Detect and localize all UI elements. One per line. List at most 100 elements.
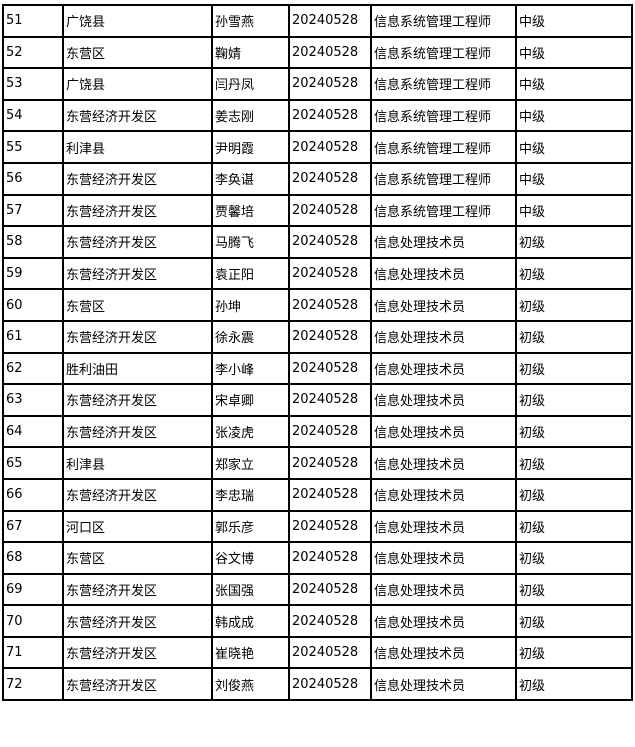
cell-row-number: 57 [2,193,64,228]
table-row: 69 东营经济开发区 张国强 20240528 信息处理技术员 初级 [2,572,633,607]
cell-level: 初级 [515,446,633,480]
table-row: 62 胜利油田 李小峰 20240528 信息处理技术员 初级 [2,351,633,386]
cell-region: 河口区 [62,509,213,544]
cell-date: 20240528 [288,288,372,322]
cell-date: 20240528 [288,509,372,544]
cell-name: 李忠瑞 [211,477,290,512]
cell-date: 20240528 [288,98,372,133]
cell-row-number: 72 [2,667,64,702]
cell-region: 东营区 [62,541,213,575]
table-row: 56 东营经济开发区 李奂谌 20240528 信息系统管理工程师 中级 [2,161,633,196]
cell-row-number: 55 [2,130,64,164]
cell-date: 20240528 [288,604,372,638]
cell-name: 闫丹凤 [211,67,290,101]
cell-level: 中级 [515,35,633,70]
cell-date: 20240528 [288,477,372,512]
cell-region: 胜利油田 [62,351,213,386]
cell-level: 初级 [515,414,633,449]
cell-exam-subject: 信息系统管理工程师 [370,4,517,38]
cell-level: 初级 [515,477,633,512]
cell-level: 中级 [515,4,633,38]
cell-region: 东营经济开发区 [62,667,213,702]
table-row: 61 东营经济开发区 徐永震 20240528 信息处理技术员 初级 [2,319,633,354]
cell-level: 初级 [515,572,633,607]
table-row: 63 东营经济开发区 宋卓卿 20240528 信息处理技术员 初级 [2,383,633,417]
cell-name: 谷文博 [211,541,290,575]
table-row: 72 东营经济开发区 刘俊燕 20240528 信息处理技术员 初级 [2,667,633,702]
cell-region: 东营经济开发区 [62,414,213,449]
cell-region: 东营经济开发区 [62,193,213,228]
cell-row-number: 59 [2,256,64,291]
table-row: 67 河口区 郭乐彦 20240528 信息处理技术员 初级 [2,509,633,544]
cell-exam-subject: 信息处理技术员 [370,541,517,575]
cell-row-number: 63 [2,383,64,417]
cell-level: 初级 [515,319,633,354]
cell-region: 利津县 [62,446,213,480]
table-row: 65 利津县 郑家立 20240528 信息处理技术员 初级 [2,446,633,480]
cell-region: 东营经济开发区 [62,572,213,607]
cell-row-number: 54 [2,98,64,133]
cell-exam-subject: 信息处理技术员 [370,383,517,417]
cell-region: 东营经济开发区 [62,256,213,291]
cell-exam-subject: 信息系统管理工程师 [370,67,517,101]
cell-date: 20240528 [288,351,372,386]
cell-region: 东营经济开发区 [62,319,213,354]
cell-level: 初级 [515,225,633,259]
cell-exam-subject: 信息处理技术员 [370,667,517,702]
cell-exam-subject: 信息系统管理工程师 [370,193,517,228]
table-row: 66 东营经济开发区 李忠瑞 20240528 信息处理技术员 初级 [2,477,633,512]
cell-name: 张凌虎 [211,414,290,449]
table-row: 68 东营区 谷文博 20240528 信息处理技术员 初级 [2,541,633,575]
cell-date: 20240528 [288,35,372,70]
table-row: 55 利津县 尹明霞 20240528 信息系统管理工程师 中级 [2,130,633,164]
cell-level: 初级 [515,509,633,544]
cell-level: 中级 [515,67,633,101]
cell-row-number: 56 [2,161,64,196]
cell-region: 东营区 [62,288,213,322]
cell-region: 东营经济开发区 [62,98,213,133]
cell-date: 20240528 [288,4,372,38]
cell-exam-subject: 信息处理技术员 [370,319,517,354]
cell-row-number: 66 [2,477,64,512]
cell-name: 崔晓艳 [211,635,290,670]
cell-region: 广饶县 [62,4,213,38]
cell-exam-subject: 信息处理技术员 [370,225,517,259]
table-row: 52 东营区 鞠婧 20240528 信息系统管理工程师 中级 [2,35,633,70]
cell-date: 20240528 [288,635,372,670]
cell-date: 20240528 [288,67,372,101]
cell-row-number: 67 [2,509,64,544]
cell-name: 尹明霞 [211,130,290,164]
results-table: 51 广饶县 孙雪燕 20240528 信息系统管理工程师 中级 52 东营区 鞠婧 202405… [2,4,633,702]
cell-region: 东营区 [62,35,213,70]
cell-level: 初级 [515,256,633,291]
cell-name: 李奂谌 [211,161,290,196]
cell-level: 中级 [515,130,633,164]
cell-name: 贾馨培 [211,193,290,228]
cell-exam-subject: 信息处理技术员 [370,477,517,512]
cell-exam-subject: 信息系统管理工程师 [370,98,517,133]
cell-row-number: 62 [2,351,64,386]
cell-level: 中级 [515,193,633,228]
cell-region: 利津县 [62,130,213,164]
cell-name: 孙雪燕 [211,4,290,38]
cell-row-number: 64 [2,414,64,449]
table-row: 64 东营经济开发区 张凌虎 20240528 信息处理技术员 初级 [2,414,633,449]
cell-region: 东营经济开发区 [62,161,213,196]
cell-level: 初级 [515,667,633,702]
cell-level: 中级 [515,161,633,196]
cell-date: 20240528 [288,572,372,607]
cell-row-number: 68 [2,541,64,575]
cell-date: 20240528 [288,193,372,228]
cell-row-number: 65 [2,446,64,480]
table-row: 60 东营区 孙坤 20240528 信息处理技术员 初级 [2,288,633,322]
table-row: 59 东营经济开发区 袁正阳 20240528 信息处理技术员 初级 [2,256,633,291]
cell-exam-subject: 信息系统管理工程师 [370,161,517,196]
cell-exam-subject: 信息系统管理工程师 [370,130,517,164]
cell-row-number: 51 [2,4,64,38]
cell-date: 20240528 [288,225,372,259]
cell-region: 东营经济开发区 [62,225,213,259]
cell-row-number: 53 [2,67,64,101]
cell-date: 20240528 [288,161,372,196]
table-row: 53 广饶县 闫丹凤 20240528 信息系统管理工程师 中级 [2,67,633,101]
cell-region: 东营经济开发区 [62,477,213,512]
